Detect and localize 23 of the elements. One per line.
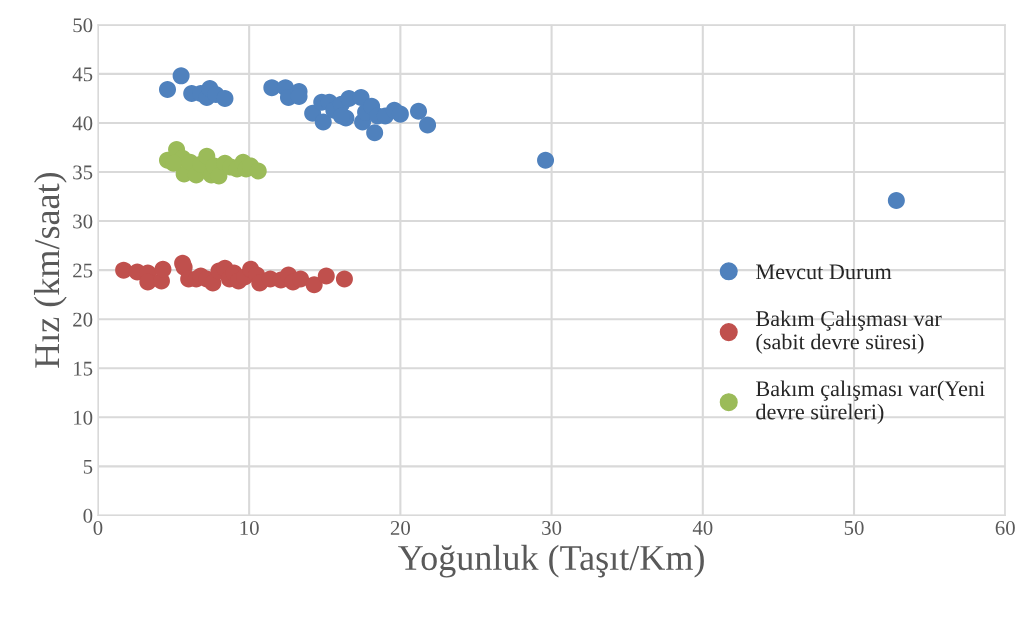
y-tick-label: 10 bbox=[74, 410, 93, 425]
y-tick-label: 15 bbox=[74, 361, 93, 376]
y-tick-label: 20 bbox=[73, 312, 93, 327]
x-tick-label: 40 bbox=[692, 520, 713, 535]
y-tick-label: 0 bbox=[83, 508, 93, 523]
legend-label: Bakım çalışması var(Yeni devre süreleri) bbox=[756, 380, 985, 424]
y-tick-label: 35 bbox=[73, 165, 93, 180]
x-tick-label: 60 bbox=[995, 520, 1015, 535]
x-tick-label: 0 bbox=[93, 520, 103, 535]
x-tick-label: 30 bbox=[542, 520, 562, 535]
legend-label: Bakım Çalışması var (sabit devre süresi) bbox=[756, 310, 942, 354]
x-tick-label: 50 bbox=[844, 520, 864, 535]
y-tick-label: 45 bbox=[72, 67, 93, 82]
y-tick-label: 5 bbox=[83, 459, 93, 474]
y-tick-label: 25 bbox=[73, 263, 93, 278]
x-tick-label: 20 bbox=[390, 520, 410, 535]
legend-label: Mevcut Durum bbox=[756, 264, 892, 280]
y-axis-title: Hız (km/saat) bbox=[33, 172, 67, 368]
y-tick-label: 30 bbox=[73, 214, 93, 229]
x-axis-title: Yoğunluk (Taşıt/Km) bbox=[398, 544, 704, 578]
y-tick-label: 50 bbox=[73, 18, 93, 33]
y-tick-label: 40 bbox=[72, 116, 93, 131]
x-tick-label: 10 bbox=[240, 520, 259, 535]
